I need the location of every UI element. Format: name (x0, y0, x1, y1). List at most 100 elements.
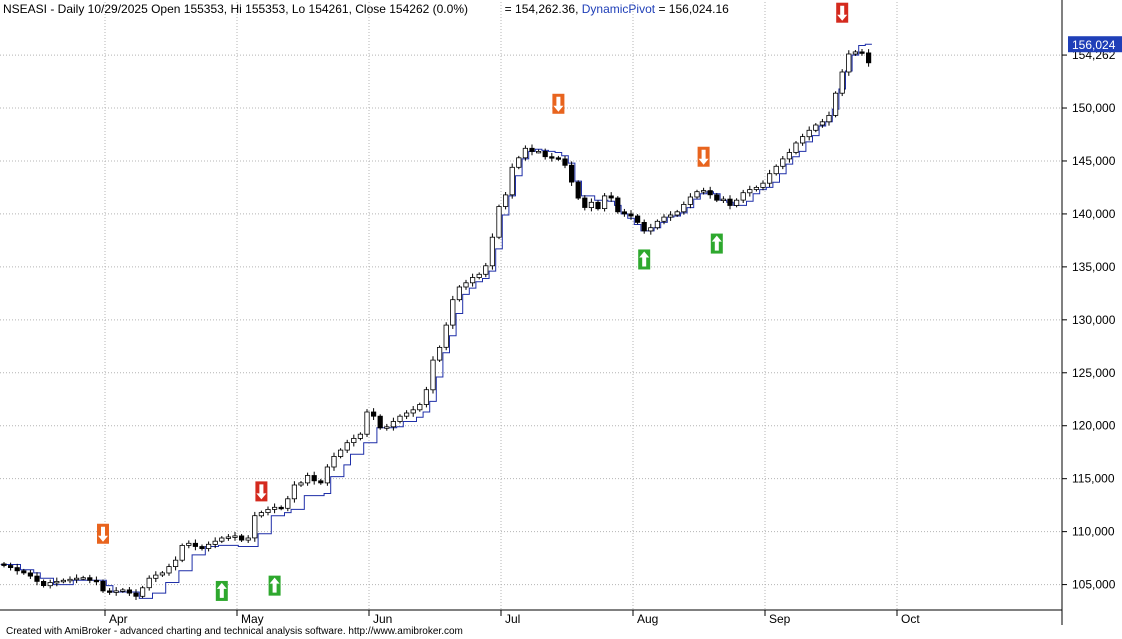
candle-body (318, 480, 324, 484)
candle-body (469, 277, 476, 284)
candle-body (351, 437, 357, 443)
y-tick-label: 105,000 (1072, 578, 1116, 592)
candle-body (694, 191, 700, 198)
pivot-name: DynamicPivot (581, 2, 656, 16)
candle-body (311, 475, 317, 482)
signal-arrow-glyph (98, 526, 108, 542)
candle-body (146, 577, 152, 589)
candle-body (668, 214, 674, 218)
candle-body (602, 195, 608, 209)
candle-body (720, 198, 727, 202)
candle-body (681, 203, 687, 213)
candle-body (489, 236, 496, 267)
y-tick-label: 145,000 (1072, 154, 1116, 168)
signal-arrow-glyph (269, 577, 280, 593)
signal-arrow-glyph (837, 5, 848, 21)
candle-body (331, 455, 337, 468)
signal-arrow-glyph (256, 484, 267, 500)
sell-signal-arrow (255, 481, 268, 502)
candle-body (377, 415, 383, 429)
candle-body (641, 221, 647, 232)
candle-body (450, 299, 456, 326)
pivot-text: = 156,024.16 (658, 2, 729, 16)
candle-body (661, 216, 667, 222)
candle-body (186, 542, 192, 546)
signal-arrow-glyph (553, 96, 564, 112)
y-tick-label: 110,000 (1072, 525, 1115, 539)
candle-body (773, 165, 779, 175)
candle-body (166, 566, 172, 574)
sell-signal-arrow (97, 523, 109, 544)
candle-body (740, 192, 746, 201)
candle-body (159, 572, 165, 576)
candle-body (767, 173, 773, 184)
candle-body (21, 570, 27, 574)
x-tick-label: Jun (373, 612, 392, 626)
signal-arrow-glyph (216, 582, 227, 598)
candle-body (476, 273, 482, 278)
sell-signal-arrow (836, 2, 849, 23)
candle-body (727, 198, 733, 206)
candle-body (588, 201, 595, 209)
candles (1, 49, 872, 601)
x-tick-label: Jul (505, 612, 520, 626)
candle-body (107, 590, 113, 593)
candle-body (417, 404, 423, 411)
candle-body (826, 115, 832, 123)
candle-body (674, 211, 680, 216)
candle-body (793, 142, 799, 153)
candle-body (542, 150, 548, 158)
candle-body (635, 215, 641, 223)
candle-body (67, 578, 73, 582)
candle-body (687, 196, 694, 205)
candle-body (707, 190, 713, 196)
candle-body (654, 220, 661, 229)
candle-body (496, 206, 502, 238)
candle-body (238, 535, 245, 541)
candle-body (648, 227, 654, 232)
candle-body (14, 567, 20, 572)
candle-body (529, 147, 535, 152)
candle-body (113, 590, 119, 593)
grid-lines (0, 2, 1062, 610)
candle-body (1, 563, 7, 566)
candle-body (344, 442, 350, 451)
candle-body (621, 211, 628, 215)
buy-signal-arrow (638, 249, 651, 270)
candle-body (390, 421, 397, 428)
candle-body (753, 186, 760, 190)
candle-body (608, 195, 614, 199)
y-axis-labels: 105,000 110,000 115,000 120,000 125,000 130,0… (1072, 48, 1116, 592)
candle-body (252, 515, 258, 539)
candle-body (536, 150, 542, 154)
candle-body (80, 577, 86, 580)
x-tick-label: May (241, 612, 264, 626)
candle-body (126, 589, 132, 594)
y-tick-label: 125,000 (1072, 366, 1116, 380)
candle-body (502, 194, 509, 207)
candle-body (232, 535, 238, 538)
candle-body (833, 92, 839, 116)
candle-body (516, 157, 522, 168)
buy-signal-arrow (710, 233, 723, 254)
candle-body (734, 199, 740, 206)
candle-body (54, 581, 60, 584)
y-tick-label: 150,000 (1072, 101, 1116, 115)
signal-arrow-glyph (711, 235, 722, 251)
y-tick-label: 115,000 (1072, 472, 1115, 486)
candle-body (60, 579, 67, 583)
candle-body (245, 537, 251, 541)
candle-body (456, 286, 463, 301)
candle-body (806, 129, 812, 138)
candle-body (483, 265, 489, 275)
candle-body (192, 542, 198, 547)
candle-body (463, 282, 469, 288)
value-text: = 154,262.36, (504, 2, 579, 16)
candle-body (800, 136, 806, 144)
x-tick-label: Apr (109, 612, 128, 626)
y-tick-label: 120,000 (1072, 419, 1116, 433)
candle-body (133, 592, 139, 597)
pivot-step-path (0, 43, 872, 599)
candle-body (265, 508, 271, 513)
